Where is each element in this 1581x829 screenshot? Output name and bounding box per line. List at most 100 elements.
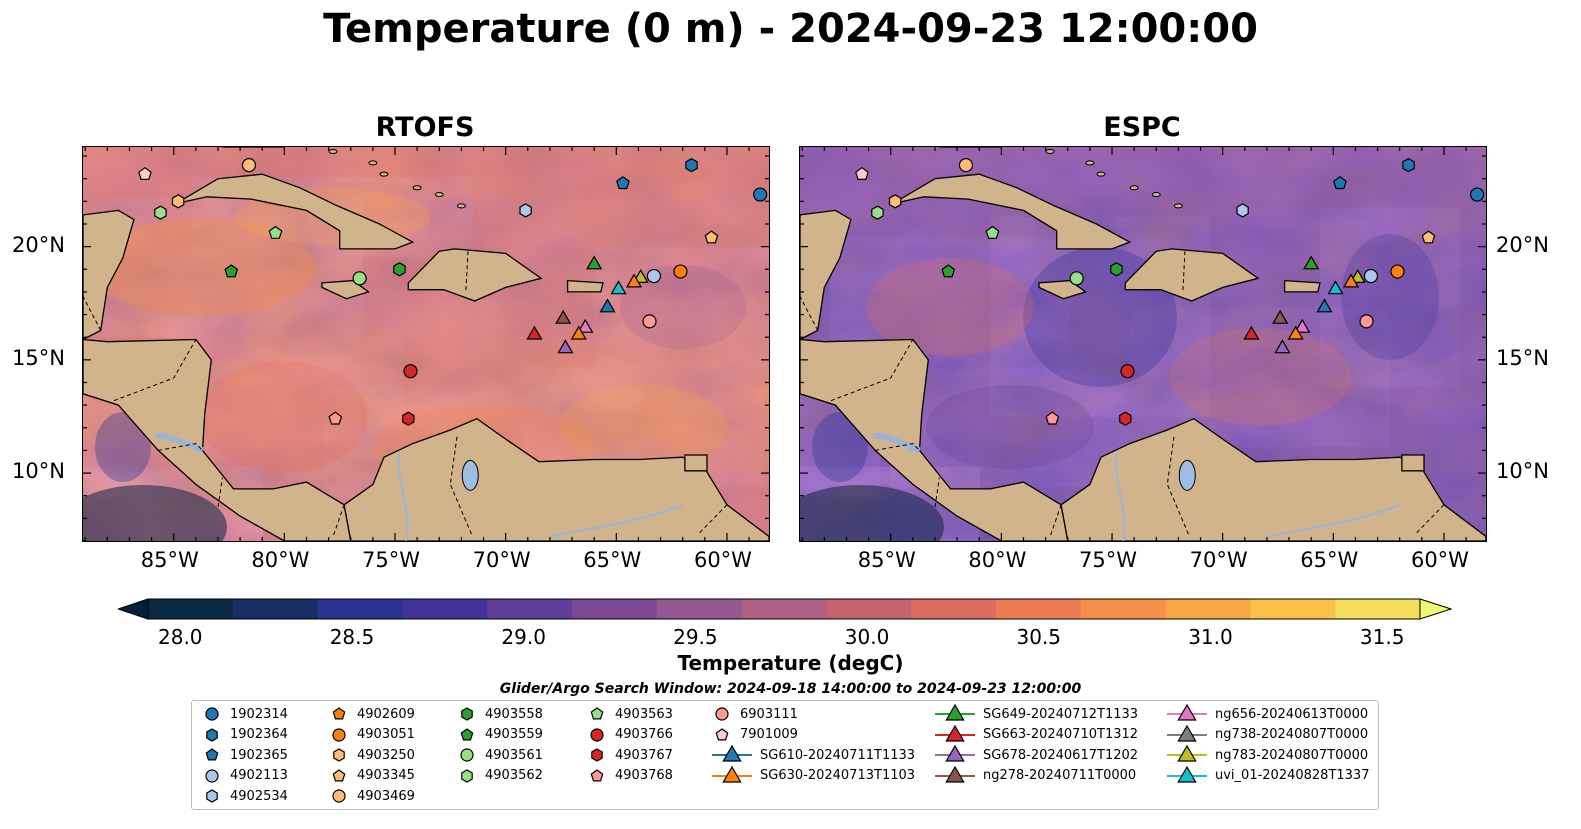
legend-pentagon-icon — [590, 707, 604, 720]
legend-circle-icon — [205, 768, 219, 783]
figure-title: Temperature (0 m) - 2024-09-23 12:00:00 — [323, 6, 1258, 52]
colorbar-segment — [1335, 599, 1421, 619]
legend-label: ng783-20240807T0000 — [1215, 747, 1369, 763]
legend-label: 4903767 — [615, 747, 673, 763]
legend-marker-icon — [590, 727, 604, 742]
map-marker-circle — [1069, 271, 1084, 286]
legend-hexagon-icon — [461, 707, 473, 721]
legend-label: 4902609 — [357, 706, 415, 722]
legend-circle-icon — [332, 727, 346, 742]
legend-item: SG630-20240713T1103 — [712, 765, 915, 786]
legend-label: ng738-20240807T0000 — [1215, 727, 1369, 742]
legend-label: SG649-20240712T1133 — [983, 706, 1139, 722]
map-marker-triangle — [599, 298, 616, 313]
legend-item: 4903559 — [457, 725, 543, 745]
legend-marker-icon — [715, 707, 729, 721]
map-marker-triangle — [1316, 298, 1333, 313]
legend-item: ng656-20240613T0000 — [1167, 704, 1368, 724]
map-marker-pentagon — [138, 166, 152, 181]
legend-triangle-icon — [722, 745, 742, 762]
legend-triangle-icon — [945, 724, 965, 742]
legend-item: 4903051 — [329, 725, 415, 745]
map-marker-circle — [1390, 264, 1405, 279]
legend-item: 4902609 — [329, 704, 415, 724]
legend-item: SG610-20240711T1133 — [712, 745, 915, 765]
colorbar — [116, 598, 1453, 624]
legend-triangle-icon — [1177, 745, 1197, 762]
map-marker-hexagon — [871, 205, 884, 220]
map-marker-hexagon — [1119, 411, 1132, 426]
legend-label: SG663-20240710T1312 — [983, 727, 1139, 742]
map-marker-hexagon — [1236, 203, 1249, 218]
legend-item: 6903111 — [712, 704, 798, 724]
legend-marker-icon — [205, 748, 219, 761]
legend-label: 7901009 — [740, 727, 798, 742]
colorbar-segment — [911, 599, 997, 619]
legend-label: 4903561 — [485, 747, 543, 763]
colorbar-segment — [487, 599, 573, 619]
legend-circle-icon — [332, 789, 346, 803]
map-marker-hexagon — [171, 194, 185, 209]
legend-marker-icon — [1167, 704, 1207, 721]
legend-marker-icon — [1167, 724, 1207, 742]
map-marker-hexagon — [888, 194, 902, 209]
map-marker-triangle — [555, 309, 572, 324]
lon-tick-label: 70°W — [1189, 548, 1248, 572]
legend-item: 4903558 — [457, 704, 543, 724]
map-marker-triangle — [570, 325, 587, 340]
colorbar-segment — [232, 599, 319, 619]
map-marker-hexagon — [402, 411, 415, 426]
lon-tick-label: 65°W — [1300, 548, 1359, 572]
legend-label: 4903562 — [485, 768, 543, 783]
legend-label: 4902113 — [230, 768, 288, 783]
map-marker-pentagon — [704, 230, 719, 244]
legend-label: 1902364 — [230, 727, 288, 742]
colorbar-strip — [116, 598, 1453, 620]
legend-item: SG649-20240712T1133 — [935, 704, 1138, 724]
legend-label: 4903558 — [485, 706, 543, 722]
legend-circle-icon — [460, 748, 474, 762]
legend-marker-icon — [715, 727, 729, 740]
legend-marker-icon — [712, 745, 752, 762]
legend: 1902314 1902364 1902365 4902113 4902534 49026… — [191, 700, 1379, 810]
map-marker-pentagon — [855, 166, 869, 181]
map-marker-pentagon — [328, 411, 343, 425]
colorbar-tick-label: 29.0 — [501, 625, 546, 649]
map-marker-circle — [753, 187, 768, 202]
legend-label: 1902365 — [230, 747, 288, 763]
map-marker-hexagon — [154, 205, 167, 220]
panel-title-espc: ESPC — [1103, 112, 1181, 143]
map-marker-triangle — [1294, 318, 1311, 333]
legend-label: 4903766 — [615, 727, 673, 742]
lon-tick-label: 80°W — [968, 548, 1027, 572]
legend-label: 6903111 — [740, 706, 798, 722]
legend-circle-icon — [590, 727, 604, 742]
colorbar-tick-label: 31.0 — [1188, 625, 1233, 649]
map-canvas-1 — [800, 147, 1486, 541]
legend-item: 7901009 — [712, 725, 798, 745]
legend-hexagon-icon — [333, 748, 345, 762]
map-marker-triangle — [586, 255, 603, 270]
legend-circle-icon — [715, 707, 729, 721]
map-marker-triangle — [1272, 309, 1289, 324]
lat-tick-label-left: 10°N — [12, 459, 65, 484]
map-marker-hexagon — [1402, 157, 1415, 173]
colorbar-tick-label: 31.5 — [1359, 625, 1405, 649]
legend-hexagon-icon — [461, 768, 473, 783]
legend-item: 4902534 — [202, 786, 288, 806]
colorbar-segment — [741, 599, 827, 619]
legend-hexagon-icon — [591, 748, 603, 762]
legend-marker-icon — [206, 727, 218, 742]
colorbar-segment — [402, 599, 488, 619]
lat-tick-label-left: 15°N — [12, 345, 65, 370]
map-marker-triangle — [1274, 339, 1291, 354]
legend-triangle-icon — [945, 704, 965, 721]
legend-triangle-icon — [1177, 765, 1197, 783]
legend-item: ng738-20240807T0000 — [1167, 724, 1369, 745]
map-marker-pentagon — [224, 264, 239, 278]
colorbar-tick-label: 30.5 — [1016, 625, 1062, 649]
legend-marker-icon — [205, 768, 219, 783]
colorbar-segment — [148, 599, 234, 619]
map-marker-pentagon — [268, 225, 283, 239]
legend-label: 4903250 — [357, 747, 415, 763]
